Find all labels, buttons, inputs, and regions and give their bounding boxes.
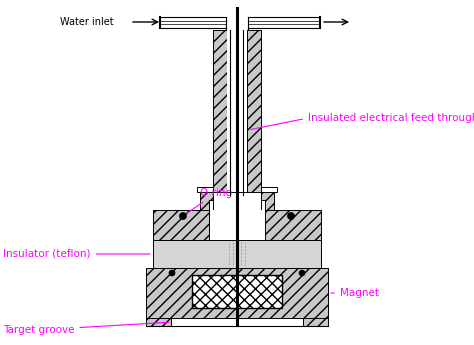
Text: Insulator (teflon): Insulator (teflon) [3, 249, 150, 259]
Bar [213, 30, 227, 195]
Bar [153, 240, 321, 268]
Circle shape [288, 213, 294, 219]
Bar [153, 210, 321, 240]
Text: Magnet: Magnet [331, 288, 379, 298]
Bar [209, 210, 265, 240]
Text: Insulated electrical feed through: Insulated electrical feed through [251, 113, 474, 129]
Bar [261, 187, 277, 192]
Circle shape [299, 270, 305, 276]
Circle shape [180, 213, 186, 219]
Bar [146, 268, 328, 318]
Text: Target groove: Target groove [3, 322, 169, 335]
Bar [247, 30, 261, 195]
Bar [213, 192, 261, 210]
Bar [209, 200, 213, 210]
Bar [227, 30, 247, 195]
Bar [192, 275, 282, 308]
Bar [303, 318, 328, 326]
Text: Water inlet: Water inlet [60, 17, 114, 27]
Bar [200, 192, 213, 210]
Bar [261, 200, 265, 210]
Circle shape [169, 270, 175, 276]
Text: O ring: O ring [185, 188, 232, 214]
Bar [192, 275, 282, 308]
Bar [146, 318, 171, 326]
Bar [197, 187, 213, 192]
Bar [261, 192, 274, 210]
